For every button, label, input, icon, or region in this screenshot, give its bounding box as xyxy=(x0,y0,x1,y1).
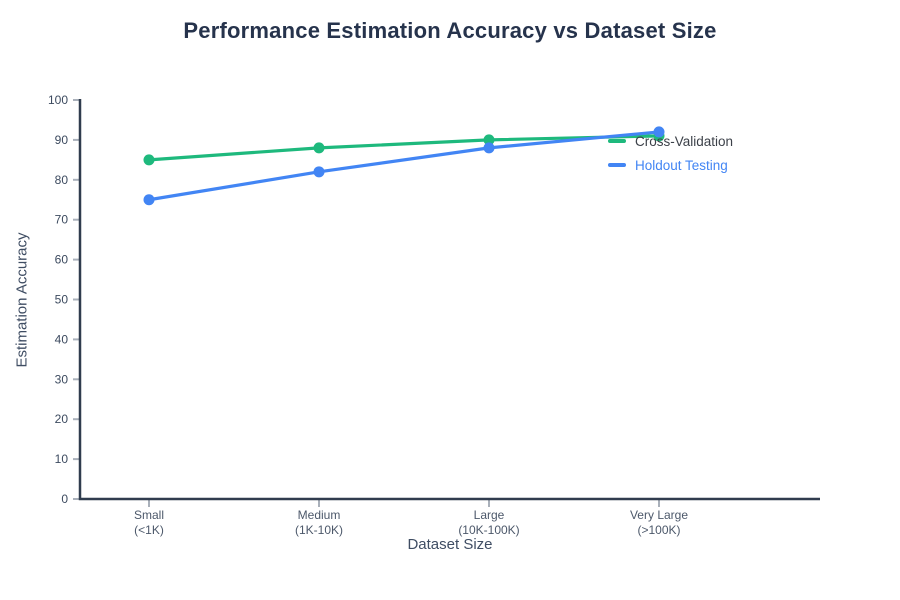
y-tick-label: 20 xyxy=(55,412,69,426)
y-axis-title: Estimation Accuracy xyxy=(13,232,31,368)
chart-title: Performance Estimation Accuracy vs Datas… xyxy=(183,18,717,43)
cross-validation-legend-label: Cross-Validation xyxy=(635,133,734,149)
cross-validation-line-swatch xyxy=(608,139,626,143)
data-point xyxy=(143,194,155,206)
legend-item-holdout-testing: Holdout Testing xyxy=(608,157,733,173)
holdout-testing-legend-label: Holdout Testing xyxy=(635,157,728,173)
y-tick-label: 90 xyxy=(55,133,69,147)
x-tick-label: Large xyxy=(474,508,505,522)
series-line-1 xyxy=(147,130,661,202)
data-point xyxy=(653,126,665,138)
x-tick-label: (1K-10K) xyxy=(295,523,343,537)
series-line-0 xyxy=(147,134,661,162)
x-axis-title: Dataset Size xyxy=(407,536,493,553)
y-tick-label: 10 xyxy=(55,452,69,466)
legend: Cross-Validation Holdout Testing xyxy=(608,134,733,182)
data-point xyxy=(143,154,155,166)
x-tick-label: Medium xyxy=(298,508,341,522)
y-tick-label: 30 xyxy=(55,372,69,386)
axes xyxy=(78,99,820,501)
y-tick-label: 80 xyxy=(55,173,69,187)
y-tick-label: 100 xyxy=(48,93,68,107)
x-tick-label: Small xyxy=(134,508,164,522)
x-tick-label: (10K-100K) xyxy=(458,523,519,537)
data-point xyxy=(313,142,325,154)
legend-item-cross-validation: Cross-Validation xyxy=(608,133,734,149)
y-tick-label: 40 xyxy=(55,332,69,346)
data-point xyxy=(483,134,495,146)
holdout-testing-line-swatch xyxy=(608,163,626,167)
y-tick-label: 50 xyxy=(55,293,69,307)
y-tick-label: 60 xyxy=(55,253,69,267)
data-point xyxy=(313,166,325,178)
y-tick-label: 70 xyxy=(55,213,69,227)
x-tick-label: (<1K) xyxy=(134,523,164,537)
x-tick-label: Very Large xyxy=(630,508,688,522)
x-tick-label: (>100K) xyxy=(637,523,680,537)
y-tick-label: 0 xyxy=(61,492,68,506)
data-point xyxy=(483,142,495,154)
